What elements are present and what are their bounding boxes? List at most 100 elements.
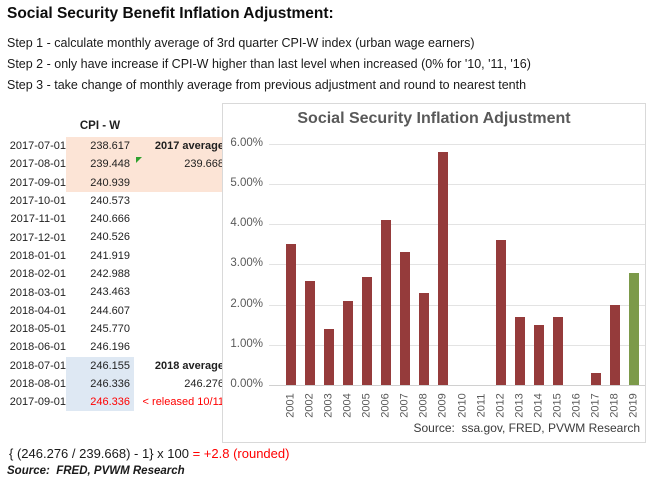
cell-date: 2017-11-01 — [10, 213, 66, 226]
x-tick-label: 2006 — [379, 393, 392, 418]
y-tick-label: 6.00% — [230, 136, 263, 149]
y-tick-label: 2.00% — [230, 297, 263, 310]
inflation-chart: Social Security Inflation Adjustment 0.0… — [222, 103, 646, 443]
x-tick-label: 2019 — [627, 393, 640, 418]
y-tick-label: 1.00% — [230, 337, 263, 350]
table-row: 2017-11-01 240.666 — [8, 210, 228, 228]
cell-value: 246.155 — [66, 356, 134, 375]
x-tick-label: 2015 — [551, 393, 564, 418]
x-tick-label: 2017 — [589, 393, 602, 418]
cell-value: 246.336 — [66, 374, 134, 394]
x-tick-label: 2011 — [475, 393, 488, 418]
bar-2005 — [361, 276, 372, 385]
cell-note — [134, 302, 228, 320]
table-row: 2018-07-01 246.155 2018 average — [8, 356, 228, 375]
cell-note: < released 10/11 — [142, 396, 224, 409]
bar-2013 — [514, 316, 525, 385]
table-row: 2018-04-01 244.607 — [8, 302, 228, 320]
bar-2019 — [629, 272, 640, 385]
cell-note — [134, 247, 228, 265]
x-tick-label: 2018 — [608, 393, 621, 418]
bar-2006 — [381, 220, 392, 385]
cell-note: 2017 average — [134, 137, 228, 156]
cola-formula: { (246.276 / 239.668) - 1} x 100 = +2.8 … — [9, 446, 289, 461]
table-row: 2017-12-01 240.526 — [8, 228, 228, 246]
table-row: 2018-03-01 243.463 — [8, 283, 228, 301]
cell-date: 2017-08-01 — [9, 158, 66, 171]
cell-date: 2018-05-01 — [9, 323, 66, 336]
cell-value: 242.988 — [90, 268, 130, 281]
step-line: Step 2 - only have increase if CPI-W hig… — [7, 57, 531, 71]
table-row: 2018-08-01 246.336 246.276 — [8, 374, 228, 394]
x-tick-label: 2014 — [532, 393, 545, 418]
y-tick-label: 5.00% — [230, 177, 263, 190]
formula-result: = +2.8 (rounded) — [192, 446, 290, 461]
cell-value: 241.919 — [90, 249, 130, 262]
gridline — [269, 344, 645, 346]
formula-expression: { (246.276 / 239.668) - 1} x 100 — [9, 446, 193, 461]
cell-value: 239.448 — [66, 155, 134, 174]
cell-note: 246.276 — [184, 377, 224, 390]
cell-date: 2017-07-01 — [9, 140, 66, 153]
x-tick-label: 2016 — [570, 393, 583, 418]
bar-2017 — [591, 372, 602, 385]
cell-note: 239.668 — [134, 155, 228, 174]
x-tick-label: 2013 — [513, 393, 526, 418]
bar-2012 — [495, 240, 506, 385]
cell-value: 238.617 — [66, 137, 134, 156]
y-tick-label: 0.00% — [230, 378, 263, 390]
step-line: Step 3 - take change of monthly average … — [7, 78, 527, 92]
table-row: 2018-02-01 242.988 — [8, 265, 228, 283]
cell-date: 2018-01-01 — [9, 249, 66, 262]
bar-2014 — [533, 324, 544, 385]
cell-value: 246.336 — [66, 393, 134, 412]
table-row: 2017-07-01 238.617 2017 average — [8, 137, 228, 156]
cell-date: 2017-09-01 — [9, 396, 66, 409]
cell-note — [134, 173, 228, 192]
chart-source-note: Source: ssa.gov, FRED, PVWM Research — [413, 421, 640, 435]
cell-note: 2018 average — [154, 359, 224, 372]
cell-flag-icon — [136, 157, 142, 164]
cell-value: 240.939 — [66, 173, 134, 192]
bar-2001 — [285, 244, 296, 385]
cell-note — [134, 210, 228, 228]
table-row: 2017-08-01 239.448 239.668 — [8, 155, 228, 174]
bar-2008 — [419, 292, 430, 385]
cell-date: 2018-02-01 — [9, 268, 66, 281]
bar-2002 — [304, 280, 315, 385]
cell-note — [134, 320, 228, 338]
y-tick-label: 3.00% — [230, 257, 263, 270]
cell-value: 240.666 — [90, 213, 130, 226]
cell-note — [134, 192, 228, 210]
bar-2003 — [323, 328, 334, 385]
x-tick-label: 2010 — [456, 393, 468, 418]
cell-value: 244.607 — [90, 304, 130, 317]
table-row: 2017-10-01 240.573 — [8, 192, 228, 210]
cell-note — [134, 265, 228, 283]
gridline — [269, 224, 645, 226]
page-source-note: Source: FRED, PVWM Research — [7, 465, 185, 477]
table-row: 2017-09-01 240.939 — [8, 173, 228, 192]
gridline — [269, 385, 645, 386]
y-tick-label: 4.00% — [230, 217, 263, 230]
cell-value: 246.196 — [90, 341, 130, 354]
x-tick-label: 2012 — [494, 393, 507, 418]
cell-date: 2017-09-01 — [9, 176, 66, 189]
table-row: 2018-05-01 245.770 — [8, 320, 228, 338]
gridline — [269, 143, 645, 145]
x-tick-label: 2007 — [398, 393, 411, 418]
table-row: 2018-01-01 241.919 — [8, 247, 228, 265]
x-tick-label: 2001 — [284, 393, 297, 418]
gridline — [269, 304, 645, 306]
bar-2018 — [610, 304, 621, 385]
bar-2004 — [342, 300, 353, 385]
table-row: 2018-06-01 246.196 — [8, 338, 228, 356]
cell-date: 2018-03-01 — [9, 286, 66, 299]
x-tick-label: 2003 — [322, 393, 335, 418]
cell-note — [134, 283, 228, 301]
page-title: Social Security Benefit Inflation Adjust… — [7, 5, 334, 22]
cell-value: 243.463 — [90, 286, 130, 299]
cell-note — [134, 228, 228, 246]
cell-value: 245.770 — [90, 322, 130, 335]
